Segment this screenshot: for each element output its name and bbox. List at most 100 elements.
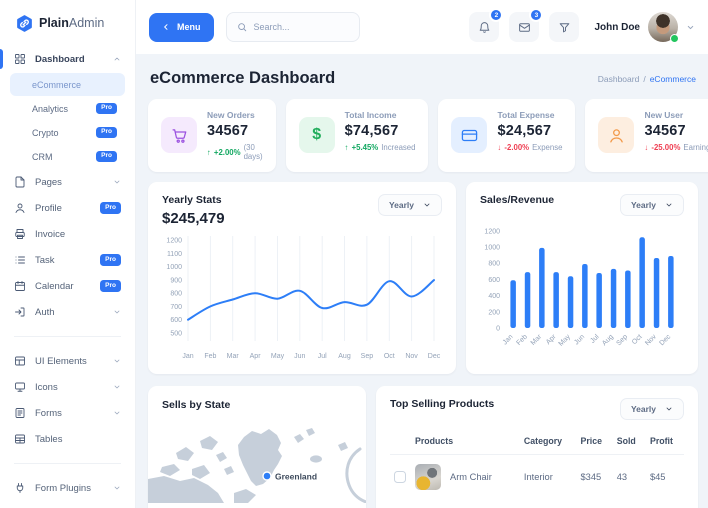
search-input[interactable] xyxy=(253,22,349,32)
pro-badge: Pro xyxy=(100,280,121,292)
product-category: Interior xyxy=(523,472,553,482)
stat-card-new-orders: New Orders 34567 ↑ +2.00% (30 days) xyxy=(148,99,276,172)
stat-label: New User xyxy=(644,110,684,120)
stat-value: 34567 xyxy=(207,123,249,139)
notification-count-badge: 2 xyxy=(489,8,504,22)
map-coastline xyxy=(345,447,366,503)
stat-value: $74,567 xyxy=(344,123,399,139)
svg-text:Jan: Jan xyxy=(182,353,193,360)
svg-text:Nov: Nov xyxy=(644,333,658,347)
svg-text:1200: 1200 xyxy=(484,228,500,235)
chevron-down-icon xyxy=(424,203,430,207)
sidebar: PlainAdmin Dashboard eCommerce Analytics… xyxy=(0,0,136,508)
pro-badge: Pro xyxy=(100,202,121,214)
pro-badge: Pro xyxy=(96,150,117,163)
sales-revenue-title: Sales/Revenue xyxy=(480,194,555,206)
chevron-down-icon xyxy=(687,25,694,29)
sidebar-item-form-plugins[interactable]: Form Plugins xyxy=(0,475,135,501)
column-header-category: Category xyxy=(519,431,577,455)
sales-revenue-period-dropdown[interactable]: Yearly xyxy=(619,194,684,216)
sidebar-item-ecommerce[interactable]: eCommerce xyxy=(10,73,125,96)
products-table: Products Category Price Sold Profit Arm Chai… xyxy=(390,431,684,499)
sidebar-item-forms[interactable]: Forms xyxy=(0,400,135,426)
page-content: eCommerce Dashboard Dashboard / eCommerce … xyxy=(136,54,708,508)
sidebar-item-crm[interactable]: CRM Pro xyxy=(10,145,125,168)
svg-text:Aug: Aug xyxy=(601,333,615,347)
sales-revenue-card: Sales/Revenue Yearly 1200 1000 800 600 400 20… xyxy=(466,182,698,374)
mail-icon xyxy=(519,22,530,32)
world-map: Greenland xyxy=(148,428,366,503)
arrow-down-icon: ↓ xyxy=(497,143,502,152)
chevron-down-icon xyxy=(114,411,120,415)
calendar-icon xyxy=(15,281,25,291)
arrow-down-icon: ↓ xyxy=(644,143,649,152)
breadcrumb-dashboard[interactable]: Dashboard xyxy=(597,73,640,84)
yearly-stats-line-chart: 1200 1100 1000 900 800 700 600 500 Jan Feb Mar Apr M… xyxy=(166,236,441,360)
sidebar-item-analytics[interactable]: Analytics Pro xyxy=(10,97,125,120)
page-head: eCommerce Dashboard Dashboard / eCommerce xyxy=(148,62,698,99)
chevron-up-icon xyxy=(114,57,120,61)
map-marker-greenland[interactable] xyxy=(262,471,272,481)
user-icon xyxy=(15,203,25,213)
person-icon xyxy=(610,128,623,143)
map-land-greenland xyxy=(238,429,282,486)
stat-card-new-user: New User 34567 ↓ -25.00% Earning xyxy=(585,99,708,172)
stat-value: $24,567 xyxy=(497,123,552,139)
user-avatar xyxy=(648,12,679,43)
svg-text:1200: 1200 xyxy=(166,238,182,245)
sidebar-nav: Dashboard eCommerce Analytics Pro Crypto… xyxy=(0,46,135,501)
filter-button[interactable] xyxy=(549,12,580,42)
sidebar-item-icons[interactable]: Icons xyxy=(0,374,135,400)
yearly-stats-period-dropdown[interactable]: Yearly xyxy=(377,194,442,216)
arrow-up-icon: ↑ xyxy=(207,147,211,157)
user-menu[interactable]: John Doe xyxy=(594,12,695,43)
sidebar-item-tables[interactable]: Tables xyxy=(0,426,135,452)
svg-text:Sep: Sep xyxy=(615,333,629,347)
svg-text:1000: 1000 xyxy=(484,245,500,252)
menu-toggle-button[interactable]: Menu xyxy=(149,12,214,42)
products-period-dropdown[interactable]: Yearly xyxy=(619,398,684,420)
sidebar-item-auth[interactable]: Auth xyxy=(0,299,135,325)
list-icon xyxy=(15,256,25,264)
svg-text:700: 700 xyxy=(170,304,182,311)
sidebar-item-ui-elements[interactable]: UI Elements xyxy=(0,348,135,374)
row-checkbox[interactable] xyxy=(394,471,406,483)
chevron-down-icon xyxy=(114,359,120,363)
sidebar-item-task[interactable]: Task Pro xyxy=(0,247,135,273)
pro-badge: Pro xyxy=(96,102,117,115)
yearly-stats-title: Yearly Stats xyxy=(162,194,222,206)
charts-row: Yearly Stats $245,479 Yearly 1200 1100 100… xyxy=(148,182,698,374)
chevron-left-icon xyxy=(164,24,168,30)
messages-button[interactable]: 3 xyxy=(509,8,544,42)
stat-label: New Orders xyxy=(207,110,255,120)
chevron-down-icon xyxy=(666,407,672,411)
bell-icon xyxy=(479,21,490,33)
notifications-button[interactable]: 2 xyxy=(469,8,504,42)
svg-text:1000: 1000 xyxy=(166,264,182,271)
bottom-row: Sells by State xyxy=(148,386,698,508)
svg-text:900: 900 xyxy=(170,277,182,284)
svg-text:Sep: Sep xyxy=(361,353,374,360)
brand-logo[interactable]: PlainAdmin xyxy=(0,0,135,46)
cart-icon xyxy=(171,128,186,143)
sidebar-item-dashboard[interactable]: Dashboard xyxy=(0,46,135,72)
svg-text:Feb: Feb xyxy=(204,353,216,360)
search-icon xyxy=(237,23,246,32)
table-icon xyxy=(15,434,25,444)
sidebar-item-profile[interactable]: Profile Pro xyxy=(0,195,135,221)
column-header-profit: Profit xyxy=(645,431,684,455)
svg-text:800: 800 xyxy=(488,261,500,268)
yearly-stats-amount: $245,479 xyxy=(162,210,225,227)
grid-icon xyxy=(15,54,25,64)
sidebar-item-invoice[interactable]: Invoice xyxy=(0,221,135,247)
message-count-badge: 3 xyxy=(529,8,544,22)
sidebar-item-crypto[interactable]: Crypto Pro xyxy=(10,121,125,144)
sidebar-item-pages[interactable]: Pages xyxy=(0,169,135,195)
svg-text:Mar: Mar xyxy=(227,353,240,360)
chevron-down-icon xyxy=(114,486,120,490)
svg-text:Dec: Dec xyxy=(428,353,441,360)
sidebar-item-calendar[interactable]: Calendar Pro xyxy=(0,273,135,299)
product-price: $345 xyxy=(580,472,602,482)
